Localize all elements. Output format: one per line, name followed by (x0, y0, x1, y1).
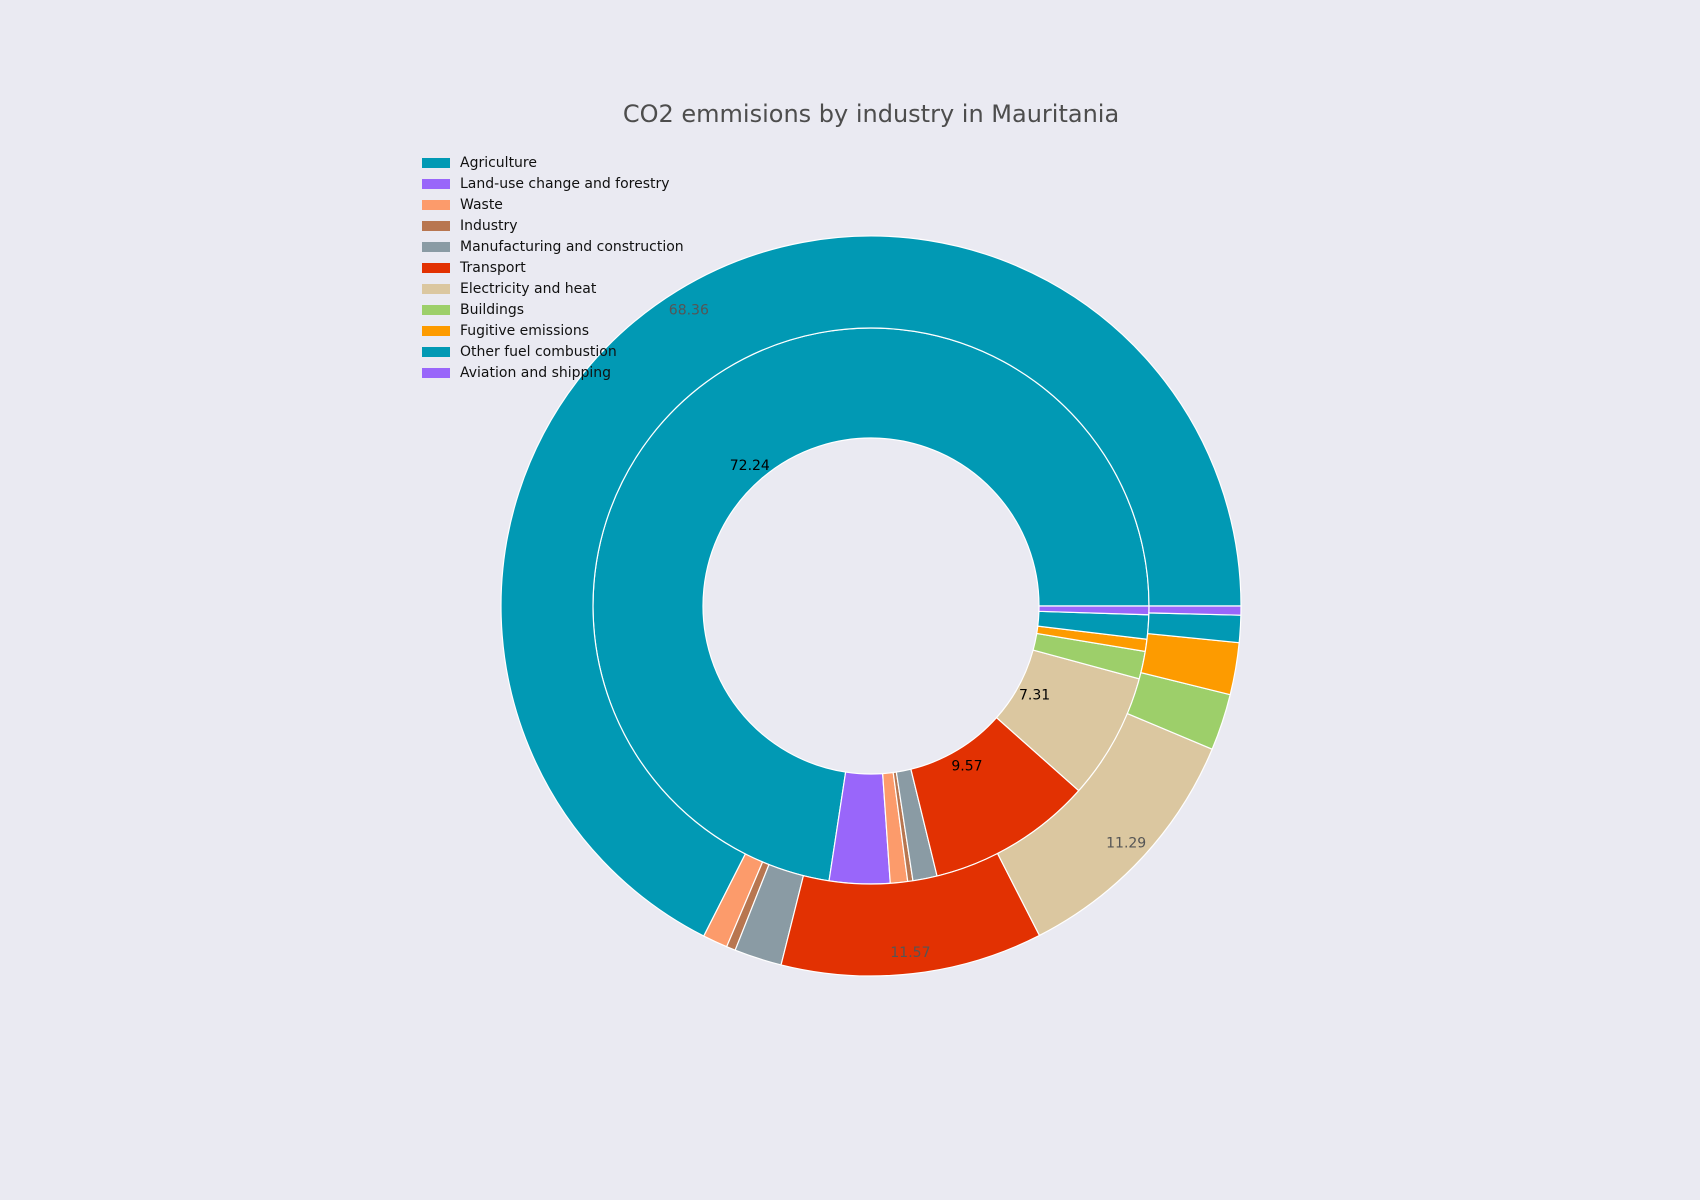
donut-rings (500, 235, 1242, 977)
outer-wedge-fugitive-emissions (1140, 632, 1240, 696)
legend-label: Industry (460, 217, 518, 234)
outer-data-label-transport: 11.57 (890, 945, 930, 961)
legend-swatch (422, 220, 450, 231)
legend-swatch (422, 199, 450, 210)
legend-item-transport: Transport (422, 257, 684, 278)
legend-label: Other fuel combustion (460, 343, 617, 360)
legend-item-industry: Industry (422, 215, 684, 236)
legend-label: Agriculture (460, 154, 537, 171)
legend-item-fugitive-emissions: Fugitive emissions (422, 320, 684, 341)
outer-wedge-manufacturing-and-construction (734, 863, 805, 966)
legend-item-electricity-and-heat: Electricity and heat (422, 278, 684, 299)
legend-swatch (422, 178, 450, 189)
legend-swatch (422, 367, 450, 378)
legend-label: Transport (460, 259, 526, 276)
legend-label: Waste (460, 196, 503, 213)
chart-title: CO2 emmisions by industry in Mauritania (623, 100, 1119, 128)
outer-wedge-aviation-and-shipping (1148, 605, 1242, 616)
legend-label: Electricity and heat (460, 280, 597, 297)
inner-data-label-transport: 9.57 (951, 758, 982, 774)
outer-data-label-agriculture: 68.36 (669, 302, 709, 318)
legend-label: Buildings (460, 301, 525, 318)
legend-item-agriculture: Agriculture (422, 152, 684, 173)
legend-item-land-use-change-and-forestry: Land-use change and forestry (422, 173, 684, 194)
legend-item-aviation-and-shipping: Aviation and shipping (422, 362, 684, 383)
legend-label: Fugitive emissions (460, 322, 590, 339)
legend-swatch (422, 346, 450, 357)
legend-swatch (422, 325, 450, 336)
inner-data-label-electricity-and-heat: 7.31 (1019, 688, 1050, 704)
outer-wedge-electricity-and-heat (996, 712, 1213, 937)
legend-item-waste: Waste (422, 194, 684, 215)
outer-wedge-waste (702, 853, 764, 948)
legend-item-other-fuel-combustion: Other fuel combustion (422, 341, 684, 362)
legend: Agriculture Land-use change and forestry W… (422, 152, 684, 383)
legend-swatch (422, 241, 450, 252)
legend-swatch (422, 262, 450, 273)
legend-label: Manufacturing and construction (460, 238, 684, 255)
outer-wedge-transport (780, 852, 1041, 977)
inner-data-label-agriculture: 72.24 (730, 458, 770, 474)
outer-wedge-buildings (1126, 671, 1231, 750)
legend-swatch (422, 304, 450, 315)
legend-swatch (422, 283, 450, 294)
outer-data-label-electricity-and-heat: 11.29 (1106, 836, 1146, 852)
outer-wedge-agriculture (500, 235, 1242, 937)
legend-label: Aviation and shipping (460, 364, 612, 381)
legend-label: Land-use change and forestry (460, 175, 670, 192)
data-labels: 72.24 9.57 7.31 68.36 11.57 11.29 (669, 302, 1146, 960)
outer-wedge-other-fuel-combustion (1146, 612, 1242, 644)
legend-item-buildings: Buildings (422, 299, 684, 320)
legend-item-manufacturing-and-construction: Manufacturing and construction (422, 236, 684, 257)
legend-swatch (422, 157, 450, 168)
